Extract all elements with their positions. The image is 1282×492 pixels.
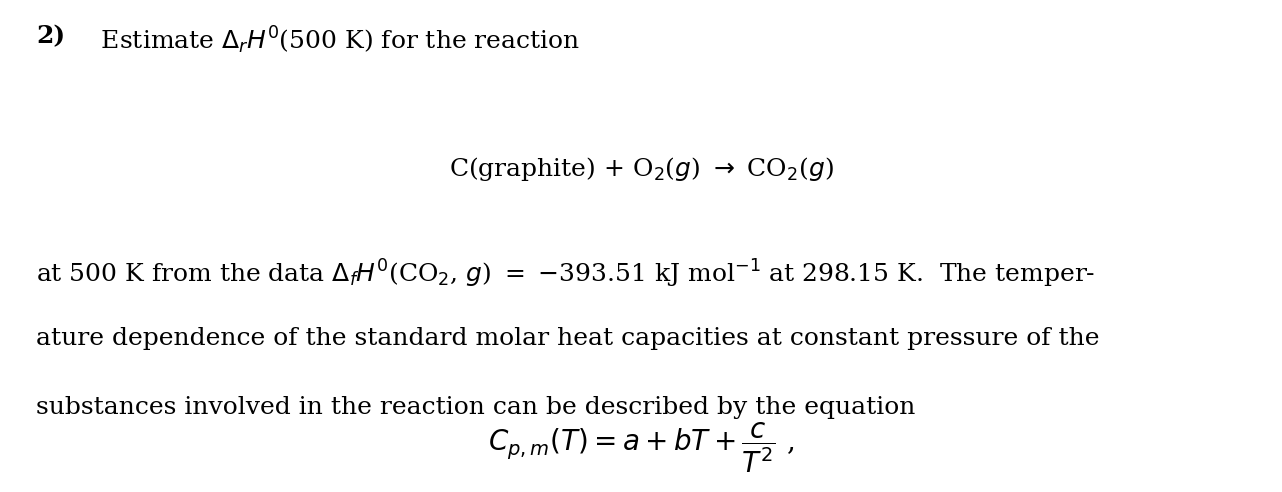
Text: ature dependence of the standard molar heat capacities at constant pressure of t: ature dependence of the standard molar h…	[36, 327, 1100, 350]
Text: 2): 2)	[36, 25, 65, 49]
Text: at 500 K from the data $\Delta_f H^0$(CO$_2$, $g$) $=$ $-$393.51 kJ mol$^{-1}$ a: at 500 K from the data $\Delta_f H^0$(CO…	[36, 258, 1095, 290]
Text: Estimate $\Delta_r H^0$(500 K) for the reaction: Estimate $\Delta_r H^0$(500 K) for the r…	[85, 25, 579, 56]
Text: substances involved in the reaction can be described by the equation: substances involved in the reaction can …	[36, 396, 915, 419]
Text: C(graphite) $+$ O$_2$($g$) $\rightarrow$ CO$_2$($g$): C(graphite) $+$ O$_2$($g$) $\rightarrow$…	[449, 155, 833, 183]
Text: $C_{p,m}(T) = a + bT + \dfrac{c}{T^2}$ ,: $C_{p,m}(T) = a + bT + \dfrac{c}{T^2}$ ,	[488, 421, 794, 475]
